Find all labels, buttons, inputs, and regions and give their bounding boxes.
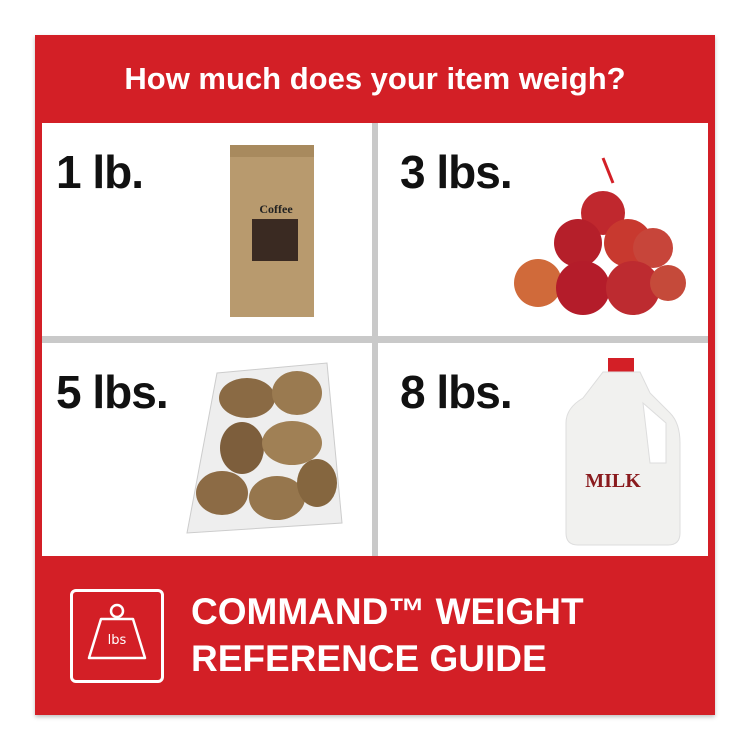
cell-5lbs: 5 lbs. bbox=[42, 343, 372, 556]
guide-title: COMMAND™ WEIGHT REFERENCE GUIDE bbox=[191, 588, 584, 682]
headline: How much does your item weigh? bbox=[124, 61, 626, 96]
coffee-bag-image: Coffee bbox=[230, 145, 314, 317]
weight-icon: lbs bbox=[70, 589, 164, 683]
coffee-label: Coffee bbox=[259, 202, 293, 216]
weight-icon-label: lbs bbox=[108, 633, 127, 648]
weight-label: 1 lb. bbox=[56, 146, 144, 198]
weight-guide-card: How much does your item weigh? 1 lb. Cof… bbox=[35, 35, 715, 715]
footer-band: lbs COMMAND™ WEIGHT REFERENCE GUIDE bbox=[35, 556, 715, 715]
cell-3lbs: 3 lbs. bbox=[378, 123, 708, 336]
cell-1lb: 1 lb. Coffee bbox=[42, 123, 372, 336]
weight-label: 8 lbs. bbox=[400, 366, 513, 418]
weight-label: 3 lbs. bbox=[400, 146, 513, 198]
apples-image bbox=[514, 157, 686, 315]
milk-label: MILK bbox=[585, 470, 641, 492]
cell-8lbs: 8 lbs. MILK bbox=[378, 343, 708, 556]
weight-grid: 1 lb. Coffee 3 lbs. 5 lbs. bbox=[42, 123, 708, 556]
potatoes-image bbox=[186, 362, 343, 534]
milk-jug-image: MILK bbox=[565, 358, 681, 546]
guide-title-line2: REFERENCE GUIDE bbox=[191, 638, 547, 679]
guide-title-line1: COMMAND™ WEIGHT bbox=[191, 591, 584, 632]
weight-label: 5 lbs. bbox=[56, 366, 169, 418]
